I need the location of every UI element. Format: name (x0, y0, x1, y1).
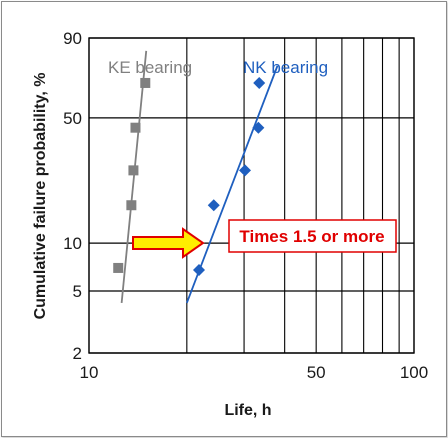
x-tick-label: 100 (400, 363, 428, 382)
y-tick-label: 90 (63, 29, 82, 48)
x-tick-label: 10 (80, 363, 99, 382)
yellow-arrow (132, 227, 205, 259)
y-tick-label: 50 (63, 109, 82, 128)
data-point-nk (239, 164, 252, 177)
tick-labels: 10 50 100 2 5 10 50 90 (63, 29, 428, 382)
fit-line-series-1 (185, 65, 279, 304)
data-point-ke (128, 165, 139, 176)
data-point-nk (252, 121, 265, 134)
fit-line-series-0 (120, 50, 148, 303)
series-label-nk-bearing: NK bearing (243, 58, 328, 77)
data-points (113, 76, 266, 276)
y-tick-label: 10 (63, 234, 82, 253)
data-point-nk (253, 76, 266, 89)
annotation-box-border (228, 219, 397, 253)
data-point-ke (113, 262, 124, 273)
data-point-ke (126, 200, 137, 211)
x-axis-title: Life, h (224, 402, 271, 419)
plot-border (88, 37, 415, 354)
data-point-nk (207, 199, 220, 212)
y-axis-title: Cumulative failure probability, % (32, 73, 49, 320)
annotation-box: Times 1.5 or more (228, 219, 397, 253)
data-point-ke (140, 77, 151, 88)
y-tick-label: 5 (73, 282, 82, 301)
fit-lines (120, 50, 279, 304)
annotation-text: Times 1.5 or more (239, 227, 384, 246)
data-point-ke (130, 122, 141, 133)
data-point-nk (192, 263, 205, 276)
x-tick-label: 50 (307, 363, 326, 382)
grid (88, 37, 415, 354)
series-label-ke-bearing: KE bearing (108, 58, 192, 77)
improvement-arrow (132, 227, 205, 259)
y-tick-label: 2 (73, 344, 82, 363)
